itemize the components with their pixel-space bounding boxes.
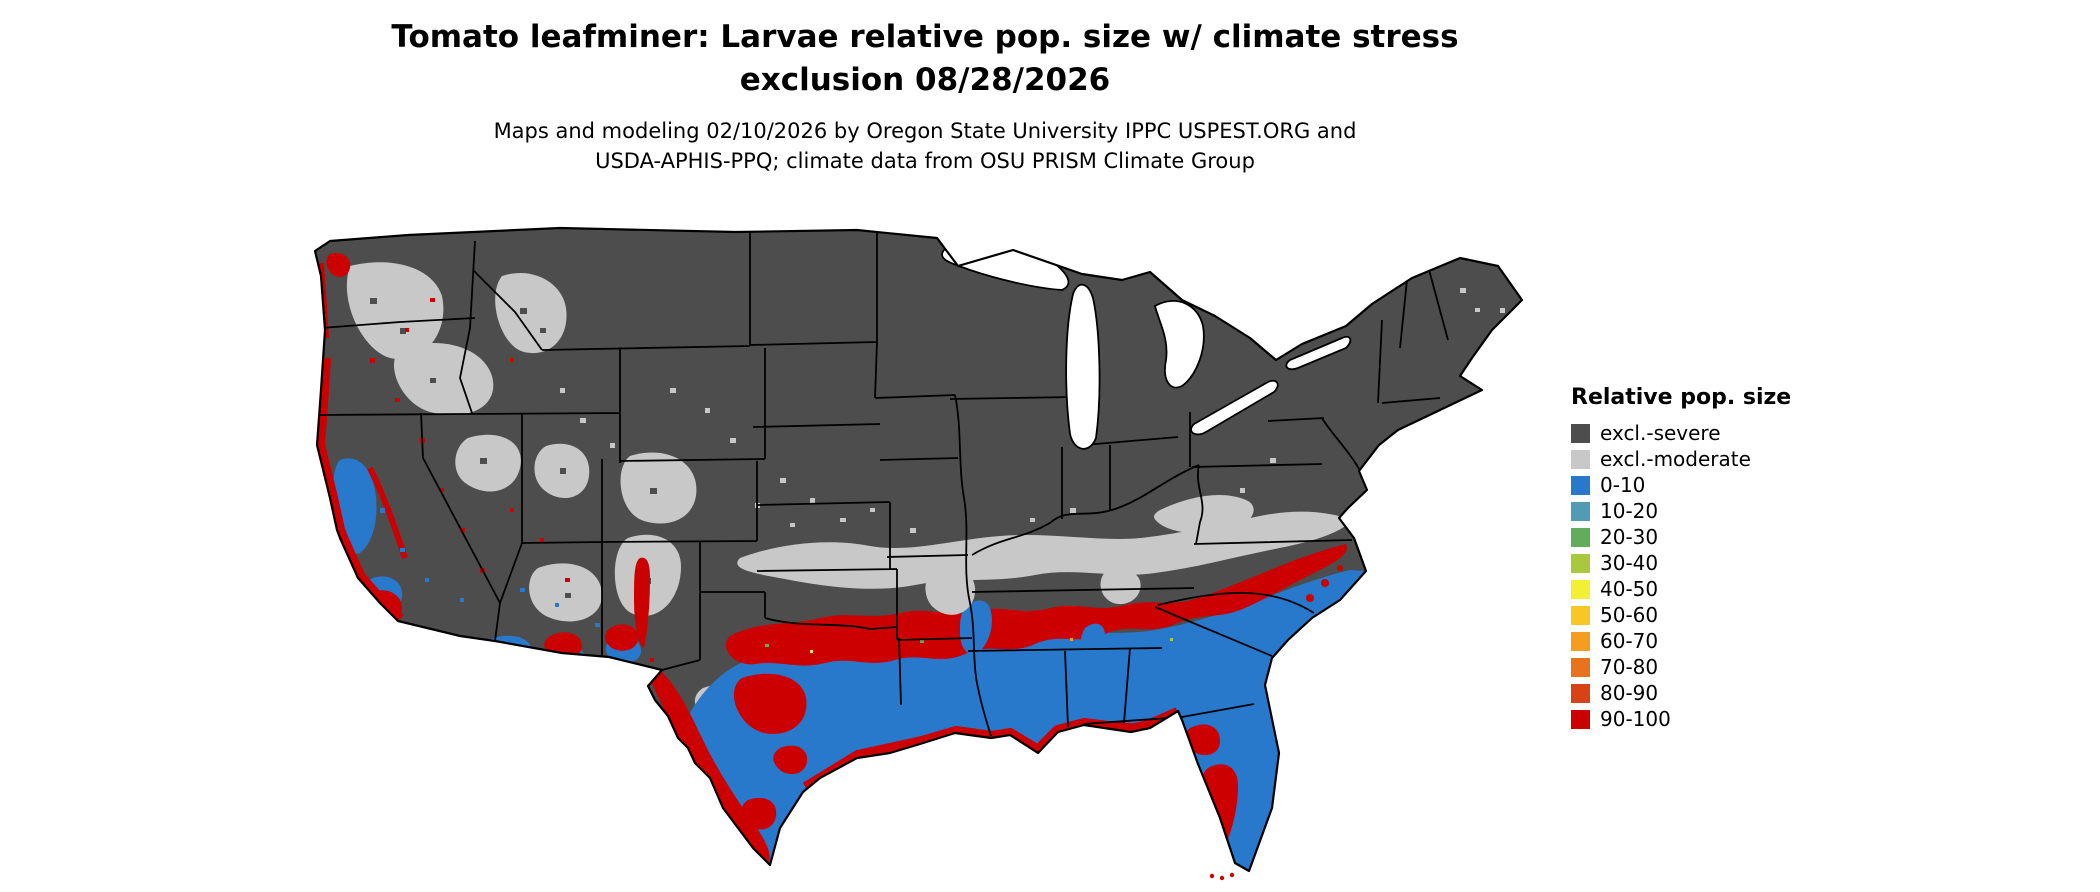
legend-item: 70-80	[1571, 654, 1871, 680]
low-pop-tongues	[960, 600, 1105, 660]
blue-speckles	[380, 508, 600, 627]
lake-erie	[1190, 379, 1279, 436]
legend-item-label: 20-30	[1600, 525, 1659, 549]
legend-item-label: 80-90	[1600, 681, 1659, 705]
legend-swatch	[1571, 579, 1590, 599]
legend-item: 0-10	[1571, 472, 1871, 498]
legend-title: Relative pop. size	[1571, 385, 1792, 410]
legend-swatch	[1571, 605, 1590, 625]
legend-item: excl.-moderate	[1571, 446, 1871, 472]
legend-swatch	[1571, 709, 1590, 729]
legend-item-label: 60-70	[1600, 629, 1659, 653]
legend-item: 10-20	[1571, 498, 1871, 524]
legend-item-label: 40-50	[1600, 577, 1659, 601]
legend-swatch	[1571, 683, 1590, 703]
lake-ontario	[1285, 335, 1352, 371]
figure-subtitle: Maps and modeling 02/10/2026 by Oregon S…	[0, 116, 1850, 177]
legend-swatch	[1571, 475, 1590, 495]
figure-header: Tomato leafminer: Larvae relative pop. s…	[0, 16, 1850, 176]
state-borders	[316, 231, 1449, 737]
legend-swatch	[1571, 657, 1590, 677]
legend-item: 80-90	[1571, 680, 1871, 706]
title-line-2: exclusion 08/28/2026	[739, 61, 1111, 98]
moderate-exclusion-west-patches	[346, 262, 739, 724]
legend-item-label: 0-10	[1600, 473, 1646, 497]
legend-swatch	[1571, 631, 1590, 651]
legend-swatch	[1571, 423, 1590, 443]
legend-item: 90-100	[1571, 706, 1871, 732]
legend-item: excl.-severe	[1571, 420, 1871, 446]
legend-items: excl.-severe excl.-moderate 0-10 10-20 20-30…	[1571, 420, 1871, 732]
legend-item: 60-70	[1571, 628, 1871, 654]
legend-item-label: excl.-moderate	[1600, 447, 1751, 471]
legend-item-label: 90-100	[1600, 707, 1671, 731]
legend-item-label: excl.-severe	[1600, 421, 1721, 445]
legend-item: 20-30	[1571, 524, 1871, 550]
map-figure	[310, 208, 1530, 886]
legend-item: 50-60	[1571, 602, 1871, 628]
subtitle-line-1: Maps and modeling 02/10/2026 by Oregon S…	[493, 118, 1357, 143]
mid-category-speckles	[765, 638, 1173, 653]
legend-swatch	[1571, 527, 1590, 547]
legend-item-label: 10-20	[1600, 499, 1659, 523]
us-map-svg	[313, 226, 1524, 881]
florida-keys	[1209, 872, 1235, 881]
lake-huron	[1153, 300, 1205, 389]
high-pop-transition-band	[726, 544, 1347, 666]
legend-swatch	[1571, 501, 1590, 521]
legend-swatch	[1571, 553, 1590, 573]
legend-item-label: 70-80	[1600, 655, 1659, 679]
moderate-speckles	[560, 288, 1505, 533]
figure-title: Tomato leafminer: Larvae relative pop. s…	[0, 16, 1850, 102]
lake-michigan	[1065, 283, 1101, 450]
us-outline	[313, 226, 1524, 873]
legend-item-label: 50-60	[1600, 603, 1659, 627]
subtitle-line-2: USDA-APHIS-PPQ; climate data from OSU PR…	[595, 148, 1255, 173]
legend-item: 30-40	[1571, 550, 1871, 576]
legend-swatch	[1571, 449, 1590, 469]
legend: Relative pop. size excl.-severe excl.-mod…	[1571, 385, 1871, 732]
title-line-1: Tomato leafminer: Larvae relative pop. s…	[391, 19, 1459, 55]
legend-item: 40-50	[1571, 576, 1871, 602]
legend-item-label: 30-40	[1600, 551, 1659, 575]
